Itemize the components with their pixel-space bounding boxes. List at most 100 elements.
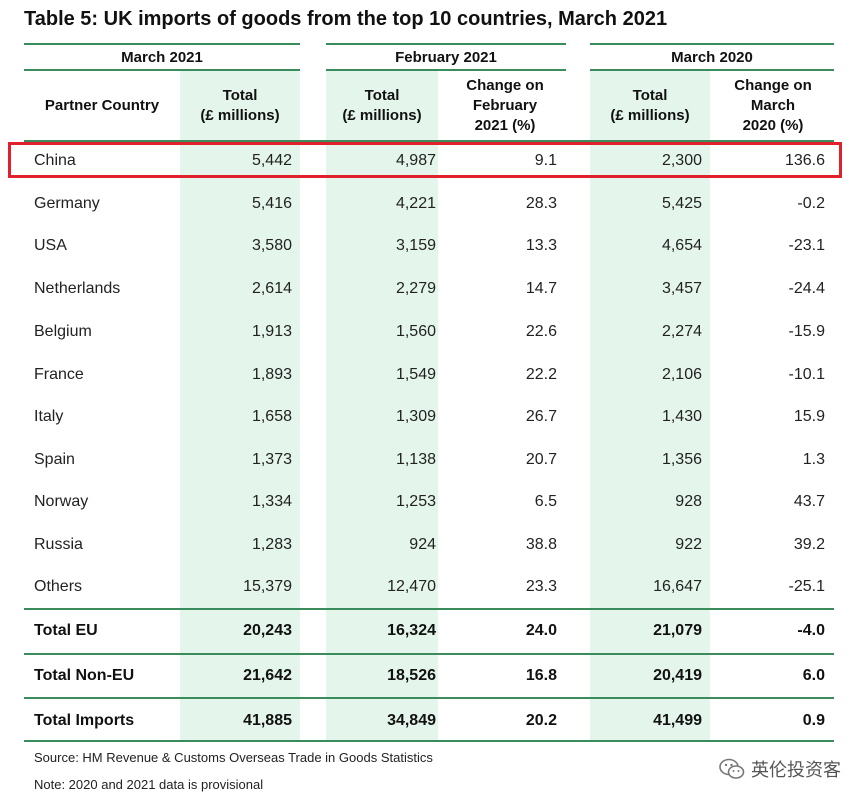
header-march-2021-total: Total (£ millions) xyxy=(200,87,280,124)
march-2021-total-cell: 1,283 xyxy=(251,536,292,553)
shade-march-2021-total xyxy=(180,70,300,740)
table-row: Norway 1,334 1,253 6.5 928 43.7 xyxy=(24,487,834,517)
source-note: Source: HM Revenue & Customs Overseas Tr… xyxy=(34,750,433,765)
change-on-march-cell: -23.1 xyxy=(788,237,825,254)
watermark: 英伦投资客 xyxy=(719,756,841,782)
country-cell: USA xyxy=(34,237,67,254)
march-2021-total-cell: 1,893 xyxy=(251,366,292,383)
change-on-march-cell: 43.7 xyxy=(793,493,825,510)
change-on-march-cell: -10.1 xyxy=(788,366,825,383)
group-header-march-2021: March 2021 xyxy=(121,49,203,66)
march-2020-total-cell: 1,356 xyxy=(661,451,702,468)
shade-march-2020-total xyxy=(590,70,710,740)
february-2021-total-cell: 18,526 xyxy=(387,667,436,684)
march-2020-total-cell: 1,430 xyxy=(661,408,702,425)
country-cell: Total Imports xyxy=(34,712,135,729)
march-2020-total-cell: 4,654 xyxy=(661,237,702,254)
rule-group-top-march-2020 xyxy=(590,43,834,45)
table-row: Italy 1,658 1,309 26.7 1,430 15.9 xyxy=(24,402,834,432)
march-2020-total-cell: 922 xyxy=(675,536,702,553)
watermark-text: 英伦投资客 xyxy=(751,760,841,780)
country-cell: France xyxy=(34,366,84,383)
march-2021-total-cell: 21,642 xyxy=(243,667,292,684)
march-2021-total-cell: 41,885 xyxy=(243,712,292,729)
country-cell: Spain xyxy=(34,451,75,468)
rule-table-bottom xyxy=(24,740,834,742)
header-february-2021-total: Total (£ millions) xyxy=(342,87,422,124)
march-2020-total-cell: 41,499 xyxy=(653,712,702,729)
march-2020-total-cell: 16,647 xyxy=(653,578,702,595)
change-on-february-cell: 28.3 xyxy=(525,195,557,212)
table-row: Netherlands 2,614 2,279 14.7 3,457 -24.4 xyxy=(24,274,834,304)
change-on-february-cell: 22.2 xyxy=(525,366,557,383)
country-cell: Total Non-EU xyxy=(34,667,135,684)
table-row: Belgium 1,913 1,560 22.6 2,274 -15.9 xyxy=(24,317,834,347)
change-on-march-cell: -24.4 xyxy=(788,280,825,297)
table-row: Others 15,379 12,470 23.3 16,647 -25.1 xyxy=(24,572,834,602)
change-on-march-cell: 0.9 xyxy=(802,712,825,729)
change-on-february-cell: 13.3 xyxy=(525,237,557,254)
china-row-highlight xyxy=(8,142,842,178)
header-march-2020-total: Total (£ millions) xyxy=(610,87,690,124)
march-2020-total-cell: 2,300 xyxy=(661,152,702,169)
wechat-icon xyxy=(719,758,745,779)
change-on-february-cell: 14.7 xyxy=(525,280,557,297)
march-2021-total-cell: 5,442 xyxy=(251,152,292,169)
rule-group-top-march-2021 xyxy=(24,43,300,45)
change-on-february-cell: 23.3 xyxy=(525,578,557,595)
change-on-march-cell: 6.0 xyxy=(802,667,825,684)
march-2021-total-cell: 1,334 xyxy=(251,493,292,510)
provisional-note: Note: 2020 and 2021 data is provisional xyxy=(34,777,264,792)
table-row: France 1,893 1,549 22.2 2,106 -10.1 xyxy=(24,360,834,390)
table-row: USA 3,580 3,159 13.3 4,654 -23.1 xyxy=(24,231,834,261)
february-2021-total-cell: 2,279 xyxy=(395,280,436,297)
table-row: Russia 1,283 924 38.8 922 39.2 xyxy=(24,530,834,560)
country-cell: Total EU xyxy=(34,622,98,639)
rule-group-top-february-2021 xyxy=(326,43,566,45)
table-row: China 5,442 4,987 9.1 2,300 136.6 xyxy=(24,146,834,176)
february-2021-total-cell: 1,138 xyxy=(395,451,436,468)
change-on-march-cell: 15.9 xyxy=(793,408,825,425)
march-2021-total-cell: 1,913 xyxy=(251,323,292,340)
rule-total-non-eu-bottom xyxy=(24,697,834,699)
change-on-march-cell: 39.2 xyxy=(793,536,825,553)
country-cell: Others xyxy=(34,578,83,595)
february-2021-total-cell: 1,560 xyxy=(395,323,436,340)
rule-group-bottom-march-2021 xyxy=(24,69,300,71)
february-2021-total-cell: 3,159 xyxy=(395,237,436,254)
february-2021-total-cell: 12,470 xyxy=(387,578,436,595)
february-2021-total-cell: 16,324 xyxy=(387,622,436,639)
total-row: Total Non-EU 21,642 18,526 16.8 20,419 6… xyxy=(24,661,834,691)
header-partner-country: Partner Country xyxy=(44,97,160,114)
change-on-february-cell: 16.8 xyxy=(525,667,557,684)
february-2021-total-cell: 4,987 xyxy=(395,152,436,169)
rule-totals-top xyxy=(24,608,834,610)
march-2021-total-cell: 20,243 xyxy=(243,622,292,639)
march-2020-total-cell: 5,425 xyxy=(661,195,702,212)
table-row: Germany 5,416 4,221 28.3 5,425 -0.2 xyxy=(24,189,834,219)
march-2021-total-cell: 1,658 xyxy=(251,408,292,425)
total-row: Total EU 20,243 16,324 24.0 21,079 -4.0 xyxy=(24,616,834,646)
group-header-march-2020: March 2020 xyxy=(671,49,753,66)
march-2020-total-cell: 928 xyxy=(675,493,702,510)
change-on-march-cell: -4.0 xyxy=(797,622,825,639)
country-cell: Norway xyxy=(34,493,89,510)
february-2021-total-cell: 34,849 xyxy=(387,712,436,729)
change-on-march-cell: -0.2 xyxy=(797,195,825,212)
march-2020-total-cell: 20,419 xyxy=(653,667,702,684)
rule-total-eu-bottom xyxy=(24,653,834,655)
february-2021-total-cell: 924 xyxy=(409,536,436,553)
country-cell: Germany xyxy=(34,195,100,212)
change-on-february-cell: 6.5 xyxy=(534,493,557,510)
change-on-february-cell: 22.6 xyxy=(525,323,557,340)
change-on-march-cell: -25.1 xyxy=(788,578,825,595)
march-2021-total-cell: 1,373 xyxy=(251,451,292,468)
total-row: Total Imports 41,885 34,849 20.2 41,499 … xyxy=(24,706,834,736)
country-cell: Russia xyxy=(34,536,83,553)
table-row: Spain 1,373 1,138 20.7 1,356 1.3 xyxy=(24,445,834,475)
country-cell: Netherlands xyxy=(34,280,121,297)
february-2021-total-cell: 1,309 xyxy=(395,408,436,425)
rule-group-bottom-february-2021 xyxy=(326,69,566,71)
header-change-on-february: Change on February 2021 (%) xyxy=(466,77,544,134)
february-2021-total-cell: 1,253 xyxy=(395,493,436,510)
